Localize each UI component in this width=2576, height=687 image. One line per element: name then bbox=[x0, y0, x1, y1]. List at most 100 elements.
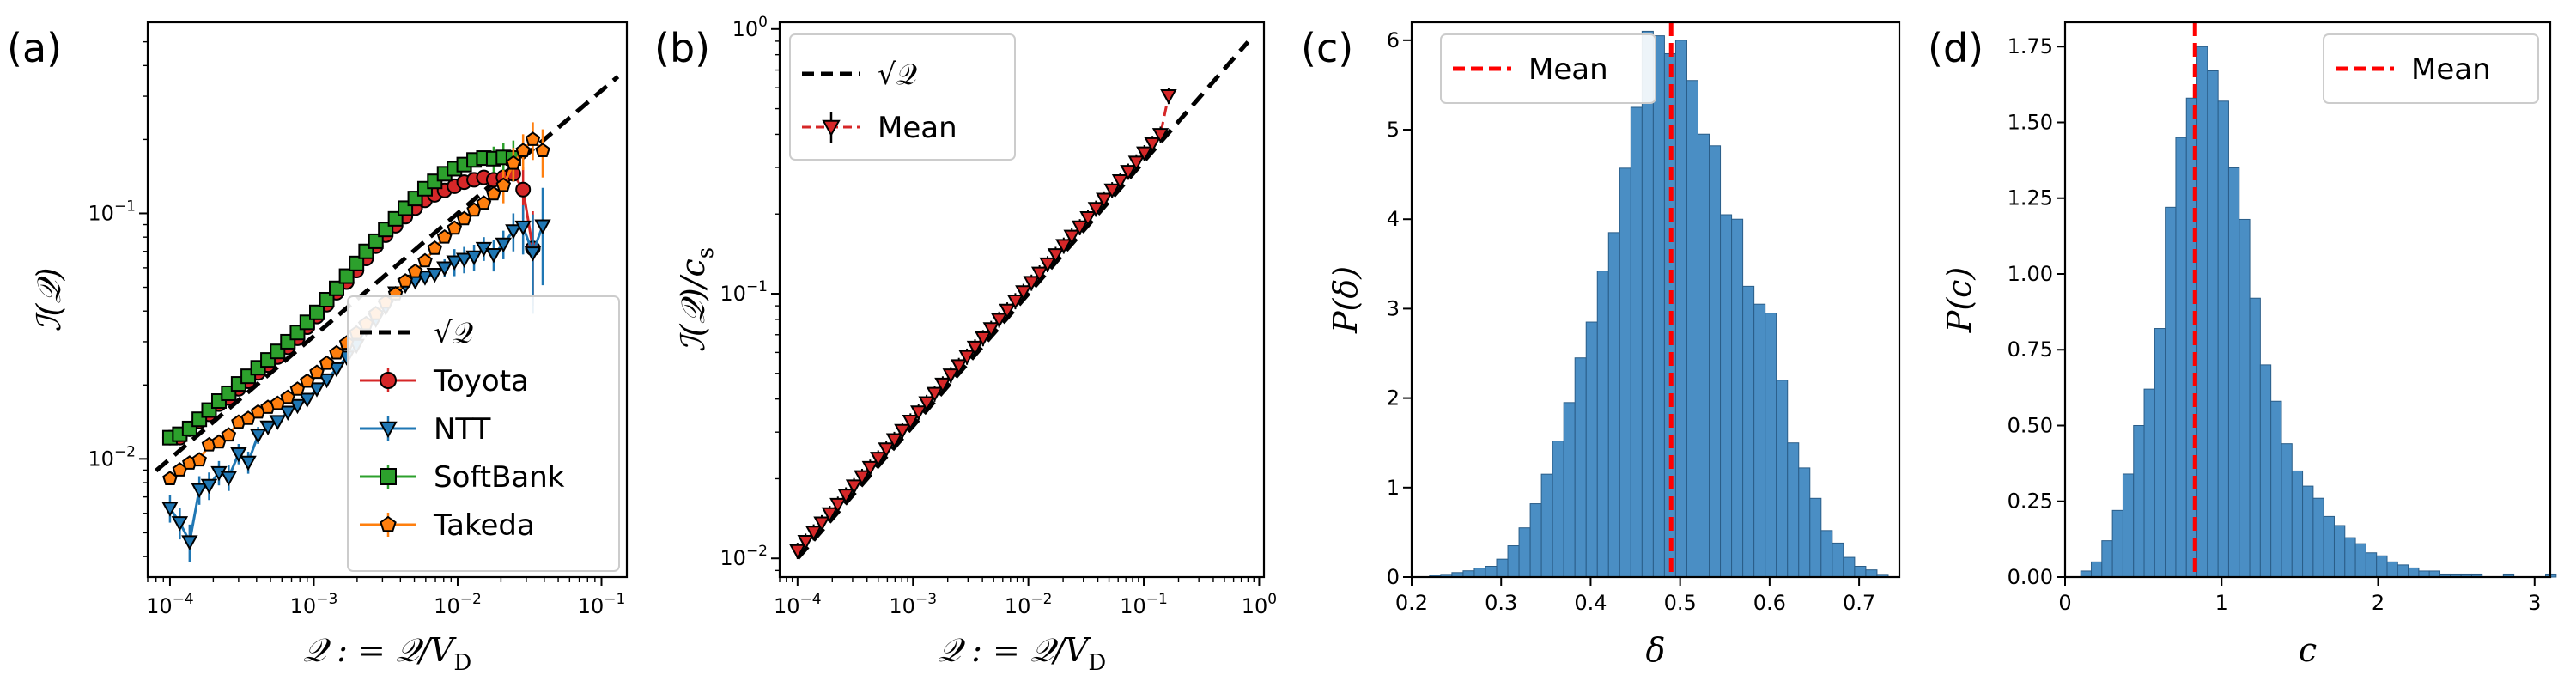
panel-d-bar bbox=[2376, 555, 2388, 578]
panel-a-point bbox=[495, 177, 512, 192]
panel-d-bar bbox=[2227, 167, 2240, 578]
panel-a-xtick-label: 10−2 bbox=[434, 591, 482, 618]
panel-a-point bbox=[524, 246, 542, 262]
panel-c-bar bbox=[1809, 497, 1822, 578]
panel-b-point bbox=[999, 303, 1016, 319]
panel-d-xtick-label: 2 bbox=[2372, 591, 2385, 615]
panel-c-label: (c) bbox=[1301, 25, 1353, 71]
panel-a-xlabel: 𝒬 : = 𝒬/VD bbox=[303, 631, 472, 676]
panel-b-point bbox=[1151, 128, 1170, 143]
panel-a-legend-marker bbox=[379, 421, 398, 439]
panel-c-bar bbox=[1641, 30, 1654, 578]
panel-d-bar bbox=[2239, 218, 2251, 578]
panel-a-point bbox=[309, 304, 325, 320]
panel-d-bar bbox=[2312, 497, 2324, 578]
panel-c-bar bbox=[1496, 558, 1509, 578]
panel-d-ylabel: P(c) bbox=[1941, 267, 1978, 334]
panel-d-label: (d) bbox=[1928, 25, 1984, 71]
panel-a-point bbox=[426, 267, 444, 283]
panel-c-xtick-label: 0.7 bbox=[1843, 591, 1875, 615]
panel-b-ytick-label: 10−1 bbox=[720, 278, 768, 306]
panel-c-ytick-label: 4 bbox=[1387, 207, 1400, 231]
panel-a-point bbox=[436, 261, 453, 277]
panel-d-bar bbox=[2386, 561, 2398, 578]
panel-c-xtick-label: 0.6 bbox=[1753, 591, 1786, 615]
panel-a-point bbox=[368, 233, 384, 249]
panel-c-bar bbox=[1709, 145, 1722, 578]
panel-d-bar bbox=[2196, 46, 2208, 578]
panel-b-point bbox=[950, 359, 968, 374]
panel-a-legend-label: SoftBank bbox=[434, 460, 565, 495]
panel-d-bar bbox=[2291, 470, 2304, 578]
panel-c-ytick-label: 5 bbox=[1387, 118, 1400, 142]
panel-b-point bbox=[1063, 229, 1080, 246]
panel-b-point bbox=[789, 544, 806, 560]
panel-b-point bbox=[1030, 266, 1048, 283]
panel-a-point bbox=[171, 516, 189, 532]
panel-a-point bbox=[349, 255, 365, 271]
panel-d-bar bbox=[2397, 564, 2409, 578]
panel-b-point bbox=[1023, 276, 1040, 291]
panel-b-point bbox=[821, 507, 839, 523]
panel-b-point bbox=[1096, 192, 1113, 208]
panel-b-point bbox=[926, 386, 944, 403]
panel-a-point bbox=[427, 240, 443, 255]
panel-b-point bbox=[1120, 165, 1137, 180]
panel-a-point bbox=[259, 420, 276, 436]
panel-c-bar bbox=[1574, 357, 1587, 578]
panel-c-bar bbox=[1832, 542, 1844, 578]
panel-c-bar bbox=[1765, 313, 1777, 578]
panel-c-bar bbox=[1674, 40, 1687, 578]
panel-c-frame bbox=[1410, 21, 1901, 579]
panel-d-xlabel: c bbox=[2299, 631, 2317, 669]
panel-a-legend-marker bbox=[380, 515, 397, 532]
panel-d-frame bbox=[2063, 21, 2552, 579]
panel-c-ylabel: P(δ) bbox=[1327, 266, 1364, 334]
panel-b-point bbox=[942, 368, 959, 384]
panel-c-xtick-label: 0.3 bbox=[1485, 591, 1517, 615]
panel-b-ytick-label: 10−2 bbox=[720, 543, 768, 570]
panel-a-label: (a) bbox=[7, 25, 62, 71]
panel-a-point bbox=[299, 392, 316, 408]
panel-b-point bbox=[966, 340, 984, 356]
panel-a-point bbox=[525, 131, 541, 146]
panel-c-bar bbox=[1630, 106, 1643, 578]
panel-b-point bbox=[1079, 211, 1097, 227]
panel-b-point bbox=[837, 489, 854, 504]
panel-b-point bbox=[1144, 137, 1161, 153]
panel-b-point bbox=[975, 331, 992, 347]
panel-d-bar bbox=[2333, 525, 2346, 578]
panel-a-point bbox=[505, 224, 522, 240]
panel-d-bar bbox=[2249, 297, 2261, 578]
panel-b-xtick-label: 10−3 bbox=[889, 591, 937, 618]
panel-b-point bbox=[990, 313, 1008, 328]
panel-c-bar bbox=[1753, 303, 1766, 578]
panel-b-point bbox=[902, 414, 920, 430]
panel-a-point bbox=[221, 427, 237, 442]
panel-a-ytick-label: 10−2 bbox=[88, 443, 136, 471]
panel-b-xtick-label: 10−2 bbox=[1005, 591, 1053, 618]
panel-a-point bbox=[289, 398, 307, 415]
panel-a-point bbox=[447, 220, 463, 235]
panel-d-xtick-label: 0 bbox=[2058, 591, 2071, 615]
panel-c-bar bbox=[1698, 133, 1710, 578]
panel-c-ytick-label: 3 bbox=[1387, 296, 1400, 320]
panel-b-point bbox=[1087, 202, 1105, 217]
panel-b-xtick-label: 10−4 bbox=[774, 591, 822, 618]
panel-a-point bbox=[240, 455, 257, 471]
panel-a-legend-label: Takeda bbox=[433, 508, 535, 543]
panel-a-xtick-label: 10−1 bbox=[578, 591, 626, 618]
panel-a-point bbox=[446, 255, 463, 271]
panel-c-bar bbox=[1529, 503, 1542, 578]
panel-c-bar bbox=[1742, 285, 1755, 578]
panel-c-bar bbox=[1787, 442, 1800, 578]
panel-a-legend-marker bbox=[380, 468, 397, 485]
panel-a-point bbox=[191, 483, 208, 499]
panel-c-bar bbox=[1540, 473, 1553, 578]
panel-c-bar bbox=[1607, 232, 1620, 578]
panel-b-ytick-label: 100 bbox=[732, 14, 768, 41]
panel-a-point bbox=[455, 252, 473, 269]
panel-d-bar bbox=[2207, 70, 2219, 578]
panel-a-legend-label: √𝒬 bbox=[434, 316, 473, 350]
